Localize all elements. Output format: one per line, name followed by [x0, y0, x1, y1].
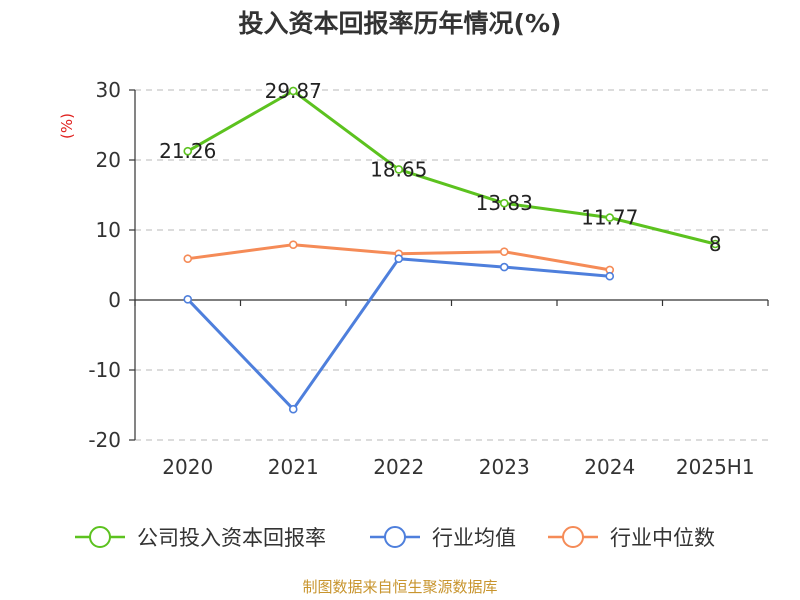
x-tick-label: 2024 — [584, 455, 635, 479]
legend-label: 行业均值 — [432, 526, 516, 550]
data-point-marker — [394, 165, 404, 174]
x-tick-label: 2023 — [479, 455, 530, 479]
y-tick-label: 30 — [96, 78, 121, 102]
x-tick-label: 2025H1 — [676, 455, 755, 479]
legend-label: 行业中位数 — [610, 526, 715, 550]
x-tick-label: 2022 — [373, 455, 424, 479]
data-point-marker — [605, 271, 615, 281]
data-point-marker — [183, 146, 193, 156]
data-labels: 21.26 29.87 18.65 13.83 11.77 8 — [159, 79, 722, 256]
data-source-note: 制图数据来自恒生聚源数据库 — [302, 578, 497, 596]
series-lines — [183, 86, 720, 414]
data-point-marker — [183, 294, 193, 304]
data-point-marker — [499, 262, 509, 272]
x-tick-label: 2020 — [162, 455, 213, 479]
series-line — [187, 89, 716, 246]
data-point-marker — [499, 198, 509, 208]
y-tick-label: 0 — [108, 288, 121, 312]
data-point-marker — [288, 240, 298, 249]
data-point-marker — [499, 247, 509, 256]
legend: 公司投入资本回报率 行业均值 行业中位数 — [75, 526, 715, 550]
legend-marker — [384, 526, 406, 548]
y-tick-label: 20 — [96, 148, 121, 172]
y-axis-unit-label: (%) — [58, 113, 76, 139]
data-point-marker — [710, 239, 720, 249]
grid-lines — [135, 89, 768, 441]
chart-title: 投入资本回报率历年情况(%) — [239, 9, 562, 38]
data-label: 18.65 — [370, 157, 427, 181]
data-label: 11.77 — [581, 206, 638, 230]
legend-marker — [89, 526, 111, 548]
y-tick-label: -20 — [88, 428, 121, 452]
data-label: 13.83 — [476, 191, 533, 215]
data-point-marker — [394, 254, 404, 264]
data-point-marker — [288, 86, 298, 96]
data-label: 8 — [709, 232, 722, 256]
data-label: 21.26 — [159, 139, 216, 163]
axes: 30 20 10 0 -10 -20 2020 2021 2022 2023 2024 2025H1 — [88, 78, 769, 479]
data-label: 29.87 — [265, 79, 322, 103]
data-point-marker — [288, 404, 298, 414]
data-point-marker — [605, 213, 615, 222]
x-tick-label: 2021 — [268, 455, 319, 479]
legend-label: 公司投入资本回报率 — [137, 526, 326, 550]
data-point-marker — [183, 254, 193, 264]
y-tick-label: 10 — [96, 218, 121, 242]
y-tick-label: -10 — [88, 358, 121, 382]
legend-marker — [562, 526, 584, 548]
series-line — [186, 257, 610, 411]
